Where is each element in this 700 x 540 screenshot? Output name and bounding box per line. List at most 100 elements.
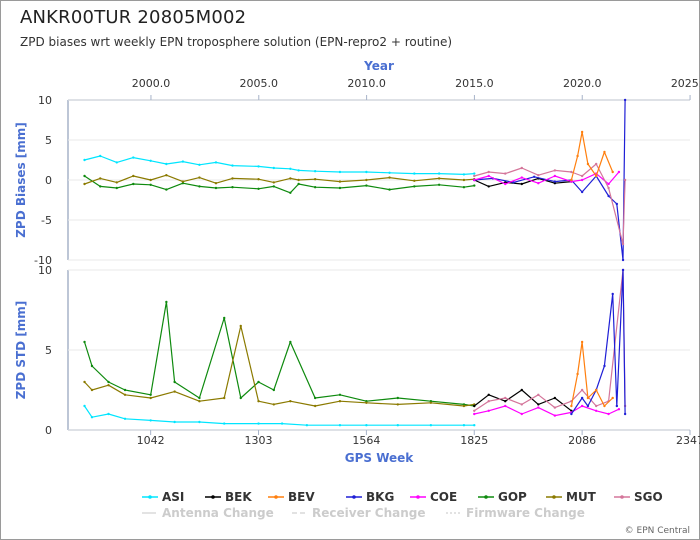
bottom-point-sgo [504,396,507,400]
bottom-point-mut [90,388,94,392]
top-point-sgo [537,174,540,177]
bottom-point-coe [520,412,523,416]
bottom-point-bek [504,400,507,403]
bottom-point-asi [280,422,284,425]
bottom-point-mut [107,384,110,387]
top-point-bkg [512,181,515,184]
bottom-point-bek [553,396,557,400]
top-point-mut [149,178,152,182]
week-tick-label: 2086 [568,434,596,447]
week-tick-label: 2347 [676,434,700,447]
bottom-axis-label: GPS Week [345,451,415,465]
top-point-bkg [553,180,557,183]
top-point-gop [149,183,152,186]
week-tick-label: 1825 [460,434,488,447]
year-tick-label: 2020.0 [563,77,602,90]
bottom-point-coe [537,406,540,409]
bottom-point-mut [338,400,342,403]
bottom-point-gop [198,396,201,400]
legend-label-bek: BEK [225,490,252,504]
bottom-point-asi [173,420,176,424]
bottom-point-bkg [586,404,590,408]
legend-marker-coe [416,495,420,499]
top-point-mut [462,178,466,182]
bottom-point-mut [149,396,152,400]
top-point-asi [437,172,441,175]
top-point-coe [473,178,476,182]
legend-label-asi: ASI [162,490,184,504]
bottom-series-mut [84,325,475,407]
bottom-point-bkg [615,404,619,408]
top-ytick-label: -10 [34,254,52,267]
bottom-point-bev [576,372,579,376]
bottom-point-gop [289,340,292,344]
top-point-gop [388,188,391,191]
top-point-mut [132,174,135,178]
top-point-asi [99,154,102,158]
bottom-point-asi [462,424,466,427]
top-point-gop [257,187,260,190]
page-subtitle: ZPD biases wrt weekly EPN troposphere so… [20,35,453,49]
bottom-panel-ylabel: ZPD STD [mm] [14,301,28,400]
year-tick-label: 2000.0 [132,77,171,90]
top-point-gop [313,186,317,189]
bottom-point-asi [429,424,433,427]
bottom-point-bev [603,404,606,408]
year-tick-label: 2005.0 [240,77,279,90]
top-point-gop [198,185,201,188]
top-panel-series [83,98,627,262]
top-point-asi [214,161,218,164]
bottom-point-asi [473,424,476,427]
top-point-asi [231,164,234,167]
top-point-coe [580,178,584,182]
top-point-mut [214,182,218,185]
top-point-sgo [594,162,598,166]
top-point-sgo [621,242,625,246]
bottom-series-sgo [473,269,626,412]
top-series-gop [84,175,475,194]
bottom-point-mut [123,393,127,396]
bottom-point-bkg [623,412,627,416]
top-point-bkg [580,190,584,194]
legend-label-bev: BEV [288,490,315,504]
top-point-sgo [473,174,476,178]
top-point-gop [413,185,416,188]
top-point-asi [388,171,391,174]
bottom-point-mut [365,401,368,404]
bottom-point-sgo [520,403,523,406]
top-point-gop [83,174,86,178]
bottom-point-bkg [611,292,614,296]
top-panel-ticks: -10 -5 0 5 10 2000.0 2005.0 2010.0 2015.0 2020.0 2… [34,77,700,267]
top-point-mut [338,180,342,183]
week-tick-label: 1042 [137,434,165,447]
bottom-ytick-label: 5 [45,344,52,357]
legend-marker-sgo [620,495,624,499]
bottom-point-asi [365,424,368,427]
top-point-gop [231,186,234,189]
bottom-point-gop [272,388,276,392]
top-point-bev [603,150,606,154]
top-point-asi [165,162,168,166]
bottom-point-mut [239,324,242,328]
bottom-panel-ticks: 0 5 10 1042 1303 1564 1825 2086 2347 [38,264,700,447]
top-point-asi [462,173,466,176]
bottom-point-bkg [580,396,584,400]
bottom-point-asi [338,424,342,427]
top-point-sgo [504,172,507,175]
top-point-mut [257,178,260,181]
top-point-bev [576,154,579,158]
bottom-point-mut [257,400,260,403]
top-point-coe [487,174,490,178]
top-series-mut [84,174,475,185]
top-point-sgo [487,170,490,174]
top-point-mut [231,177,234,180]
top-point-asi [257,165,260,168]
bottom-point-coe [487,409,490,412]
top-point-sgo [607,186,610,190]
top-point-mut [313,178,317,181]
week-tick-label: 1564 [352,434,380,447]
bottom-point-asi [396,424,400,427]
bottom-point-mut [429,401,433,404]
top-point-gop [365,184,368,187]
